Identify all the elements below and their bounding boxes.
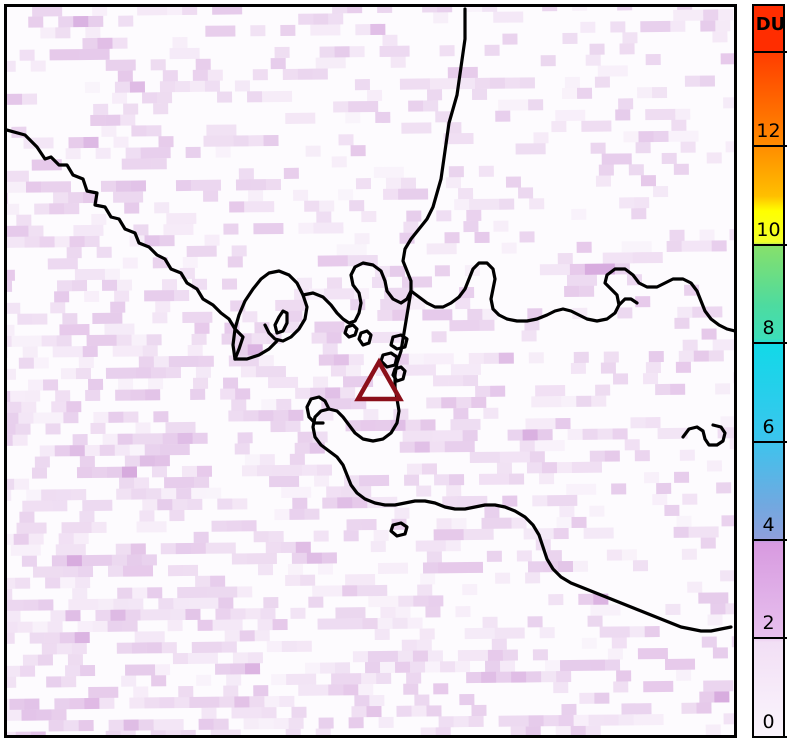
colorbar-tick-label: 2 bbox=[762, 612, 775, 634]
colorbar-unit-label: DU bbox=[755, 14, 786, 35]
map-panel[interactable] bbox=[4, 4, 737, 738]
colorbar-tick-label: 10 bbox=[756, 219, 781, 241]
map-plot-area[interactable] bbox=[7, 7, 734, 735]
coastline-layer bbox=[7, 7, 734, 633]
colorbar-segment-divider bbox=[754, 539, 787, 541]
colorbar-segment-divider bbox=[754, 342, 787, 344]
colorbar-tick-label: 0 bbox=[762, 711, 775, 733]
colorbar-segment-divider bbox=[754, 736, 787, 738]
colorbar-tick-label: 12 bbox=[756, 120, 781, 142]
colorbar-segment-divider bbox=[754, 637, 787, 639]
volcano-marker[interactable] bbox=[7, 7, 734, 735]
colorbar-gradient: DU bbox=[752, 4, 787, 738]
colorbar-tick-label: 4 bbox=[762, 514, 775, 536]
colorbar-segment-divider bbox=[754, 441, 787, 443]
volcano-marker-triangle[interactable] bbox=[354, 357, 404, 402]
colorbar-tick-label: 8 bbox=[762, 317, 775, 339]
colorbar: DU 12 10 8 6 4 2 0 bbox=[752, 4, 787, 738]
colorbar-tick-label: 6 bbox=[762, 416, 775, 438]
colorbar-segment-divider bbox=[754, 244, 787, 246]
colorbar-segment-divider bbox=[754, 145, 787, 147]
colorbar-segment-divider bbox=[754, 51, 787, 53]
